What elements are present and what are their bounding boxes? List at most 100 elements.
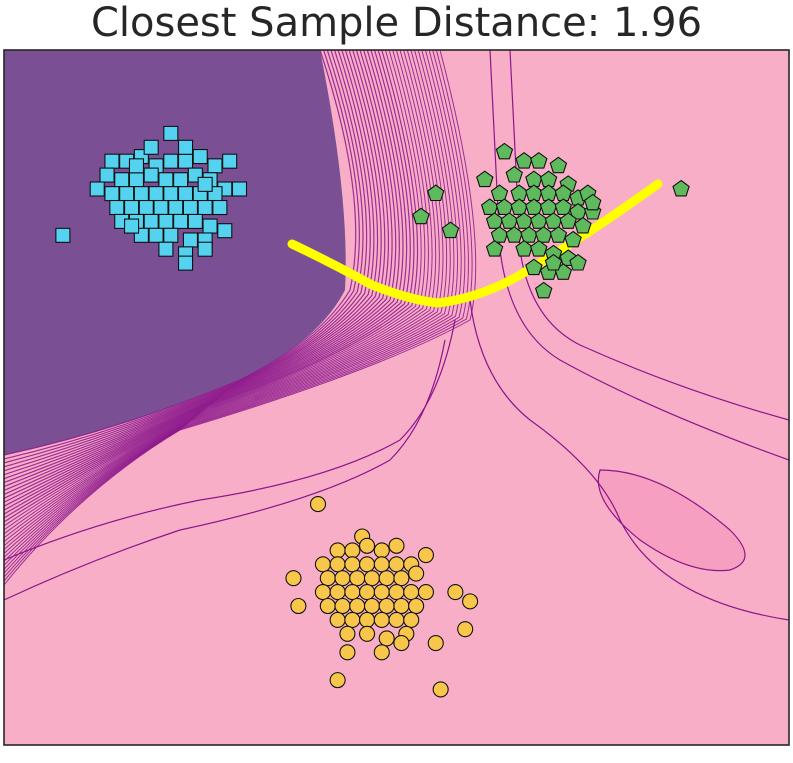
- circle-marker: [359, 625, 376, 642]
- contour-line: [4, 50, 397, 499]
- contour-line: [4, 50, 371, 472]
- circle-marker: [344, 556, 361, 573]
- circle-marker: [339, 625, 356, 642]
- square-marker: [163, 227, 179, 243]
- pentagon-marker: [505, 226, 523, 243]
- square-marker: [143, 213, 159, 229]
- contour-line: [4, 50, 459, 566]
- pentagon-marker: [559, 212, 577, 229]
- circle-marker: [329, 556, 346, 573]
- circle-marker: [285, 570, 302, 587]
- circle-marker: [457, 621, 474, 638]
- pentagon-marker: [495, 198, 514, 215]
- contour-line: [4, 50, 382, 484]
- pentagon-marker: [569, 253, 587, 271]
- circle-marker: [349, 597, 366, 615]
- pentagon-marker: [569, 203, 587, 220]
- square-marker: [128, 172, 145, 188]
- square-marker: [124, 218, 140, 234]
- contour-line: [4, 50, 426, 531]
- contour-line: [4, 50, 375, 476]
- background-high-region: [4, 50, 346, 455]
- square-marker: [177, 255, 194, 271]
- contour-line: [4, 50, 466, 574]
- circle-marker: [393, 635, 410, 652]
- circle-marker: [403, 584, 420, 601]
- pentagon-marker: [554, 198, 573, 215]
- square-marker: [177, 186, 194, 202]
- square-marker: [163, 125, 179, 141]
- pentagon-marker: [530, 152, 548, 169]
- contour-line: [4, 50, 400, 503]
- circle-marker: [319, 597, 336, 615]
- pentagon-marker: [476, 170, 494, 188]
- circle-marker: [432, 681, 449, 698]
- sample-markers: [55, 125, 690, 698]
- circle-marker: [388, 611, 405, 628]
- contour-lines: [4, 50, 789, 621]
- pentagon-marker: [485, 212, 504, 229]
- square-marker: [173, 213, 189, 229]
- circle-marker: [403, 611, 420, 628]
- circle-marker: [359, 584, 376, 601]
- circle-marker: [388, 537, 405, 554]
- pentagon-marker: [520, 226, 538, 243]
- contour-line: [4, 50, 357, 456]
- square-marker: [143, 139, 159, 155]
- circle-marker: [427, 635, 444, 652]
- pentagon-marker: [549, 226, 568, 243]
- square-marker: [177, 153, 194, 169]
- square-marker: [138, 199, 154, 216]
- pentagon-marker: [549, 156, 568, 174]
- circle-marker: [378, 630, 395, 647]
- contour-line: [509, 50, 789, 421]
- square-marker: [173, 172, 189, 188]
- circle-marker: [393, 570, 410, 587]
- circle-marker: [388, 556, 405, 573]
- pentagon-marker: [490, 184, 509, 202]
- pentagon-marker: [525, 198, 543, 215]
- pentagon-marker: [672, 179, 690, 197]
- contour-line: [4, 50, 429, 535]
- circle-marker: [378, 570, 395, 587]
- pentagon-marker: [515, 240, 533, 257]
- square-marker: [128, 158, 145, 174]
- pentagon-marker: [510, 198, 528, 215]
- square-marker: [197, 199, 213, 216]
- circle-marker: [359, 537, 376, 554]
- pentagon-marker: [539, 198, 558, 215]
- square-marker: [182, 232, 198, 248]
- square-marker: [143, 167, 159, 183]
- axes-frame: [3, 49, 790, 746]
- circle-marker: [349, 570, 366, 587]
- contour-line: [4, 50, 408, 511]
- pentagon-marker: [505, 165, 523, 183]
- circle-marker: [334, 597, 351, 615]
- contour-line: [4, 50, 440, 546]
- pentagon-marker: [544, 212, 563, 229]
- square-marker: [153, 199, 169, 216]
- circle-marker: [378, 597, 395, 615]
- circle-marker: [373, 611, 390, 628]
- circle-marker: [314, 584, 331, 601]
- square-marker: [212, 199, 228, 216]
- square-marker: [119, 186, 135, 202]
- pentagon-marker: [515, 212, 533, 229]
- contour-line: [4, 50, 451, 558]
- circle-marker: [408, 597, 425, 615]
- contour-line: [4, 50, 448, 554]
- contour-line: [4, 50, 393, 495]
- circle-marker: [388, 584, 405, 601]
- pentagon-marker: [427, 184, 445, 202]
- square-marker: [231, 181, 248, 197]
- circle-marker: [393, 597, 410, 615]
- square-marker: [197, 176, 213, 192]
- square-marker: [207, 158, 223, 174]
- circle-marker: [359, 556, 376, 573]
- circle-marker: [359, 611, 376, 628]
- pentagon-marker: [515, 152, 533, 169]
- circle-marker: [334, 570, 351, 587]
- highlight-region: [598, 470, 745, 571]
- contour-line: [4, 50, 469, 578]
- square-marker: [217, 223, 233, 239]
